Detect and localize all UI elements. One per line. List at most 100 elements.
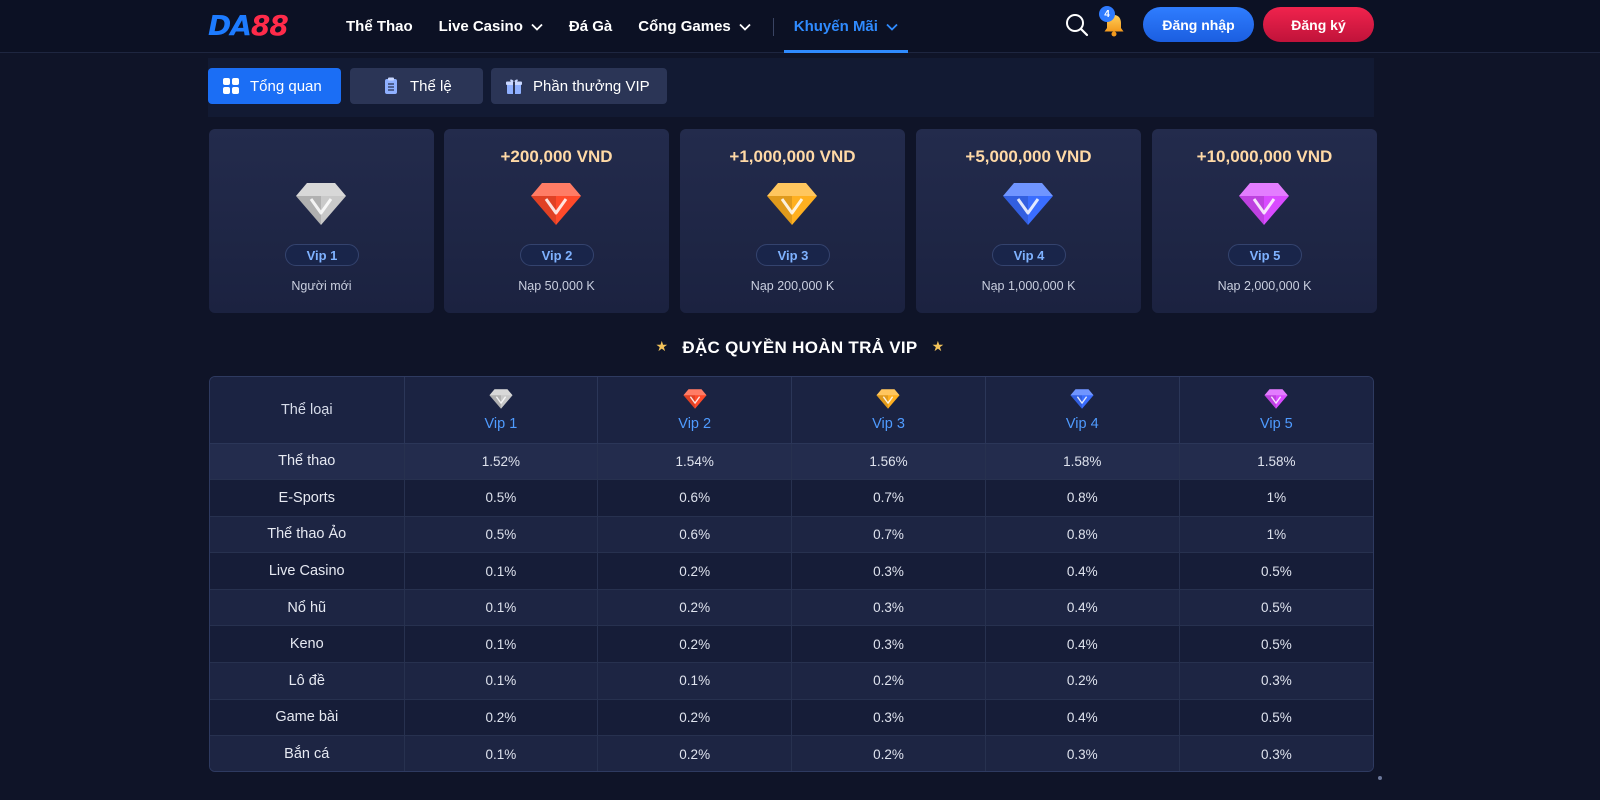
rebate-cell: 0.2% (597, 552, 793, 590)
vip-card[interactable]: +1,000,000 VND Vip 3 Nạp 200,000 K (680, 129, 905, 313)
vip-condition: Người mới (291, 279, 352, 293)
tab-the-le[interactable]: Thể lệ (350, 68, 483, 104)
star-icon: ★ (655, 338, 669, 354)
diamond-icon (530, 181, 582, 227)
nav-divider (772, 17, 774, 36)
rebate-cell: 0.4% (985, 625, 1180, 664)
rebate-cell: 0.4% (985, 552, 1180, 590)
rebate-cell: 1% (1179, 516, 1373, 554)
vip-level-badge: Vip 5 (1228, 244, 1302, 266)
diamond-icon (489, 388, 513, 416)
login-button[interactable]: Đăng nhập (1143, 7, 1254, 42)
top-navbar: DA88 Thể Thao Live Casino Đá Gà Cổng Gam… (0, 0, 1600, 53)
column-header-vip: Vip 1 (404, 377, 599, 444)
tab-tong-quan[interactable]: Tổng quan (208, 68, 341, 104)
rebate-cell: 1.54% (597, 443, 793, 481)
rebate-cell: 0.5% (1179, 589, 1373, 627)
nav-the-thao[interactable]: Thể Thao (346, 18, 413, 35)
vip-card[interactable]: +200,000 VND Vip 2 Nạp 50,000 K (444, 129, 669, 313)
rebate-cell: 0.2% (597, 625, 793, 664)
rebate-cell: 0.2% (597, 699, 793, 737)
rebate-cell: 0.2% (597, 735, 793, 771)
rebate-cell: 0.7% (791, 516, 986, 554)
table-row: Lô đề 0.1% 0.1% 0.2% 0.2% 0.3% (210, 662, 1373, 700)
table-row: Bắn cá 0.1% 0.2% 0.2% 0.3% 0.3% (210, 735, 1373, 771)
rebate-cell: 1.58% (1179, 443, 1373, 481)
vip-level-badge: Vip 1 (285, 244, 359, 266)
column-label: Vip 3 (872, 415, 905, 432)
vip-condition: Nạp 2,000,000 K (1217, 279, 1312, 293)
rebate-cell: 0.5% (404, 516, 599, 554)
nav-live-casino[interactable]: Live Casino (439, 0, 543, 53)
notification-badge: 4 (1099, 6, 1115, 22)
rebate-cell: 0.6% (597, 479, 793, 517)
rebate-cell: 0.4% (985, 699, 1180, 737)
clipboard-icon (385, 77, 397, 94)
rebate-cell: 0.1% (404, 735, 599, 771)
search-icon[interactable] (1064, 12, 1090, 38)
diamond-icon (683, 388, 707, 416)
rebate-cell: 0.3% (791, 625, 986, 664)
vip-reward: +10,000,000 VND (1196, 147, 1333, 166)
rebate-cell: 0.5% (1179, 699, 1373, 737)
rebate-cell: 0.5% (1179, 552, 1373, 590)
main-nav: Thể Thao Live Casino Đá Gà Cổng Games Kh… (346, 0, 934, 53)
column-header-vip: Vip 4 (985, 377, 1180, 444)
chevron-down-icon (739, 23, 751, 31)
nav-khuyen-mai[interactable]: Khuyến Mãi (783, 0, 909, 53)
rebate-cell: 1.56% (791, 443, 986, 481)
rebate-cell: 0.1% (404, 662, 599, 700)
table-row: E-Sports 0.5% 0.6% 0.7% 0.8% 1% (210, 479, 1373, 517)
rebate-cell: 0.1% (404, 552, 599, 590)
rebate-cell: 0.5% (404, 479, 599, 517)
category-cell: Bắn cá (210, 735, 405, 771)
nav-cong-games[interactable]: Cổng Games (638, 0, 751, 53)
chevron-down-icon (531, 23, 543, 31)
table-row: Nổ hũ 0.1% 0.2% 0.3% 0.4% 0.5% (210, 589, 1373, 627)
nav-da-ga[interactable]: Đá Gà (568, 18, 613, 35)
grid-icon (223, 78, 239, 94)
diamond-icon (1238, 181, 1290, 227)
column-label: Vip 2 (678, 415, 712, 432)
rebate-cell: 0.5% (1179, 625, 1373, 664)
rebate-cell: 0.3% (985, 735, 1180, 771)
diamond-icon (766, 181, 818, 227)
vip-card[interactable]: +5,000,000 VND Vip 4 Nạp 1,000,000 K (916, 129, 1141, 313)
rebate-cell: 0.4% (985, 589, 1180, 627)
rebate-cell: 1.52% (404, 443, 599, 481)
rebate-cell: 1% (1179, 479, 1373, 517)
rebate-cell: 0.1% (404, 589, 599, 627)
rebate-cell: 0.6% (597, 516, 793, 554)
column-header-vip: Vip 3 (791, 377, 986, 444)
vip-rebate-table: Thể loại Vip 1 Vip 2 Vip 3 Vip 4 Vip 5 Thể t… (209, 376, 1374, 772)
diamond-icon (1070, 388, 1094, 416)
category-cell: Lô đề (210, 662, 405, 700)
vip-tabs-panel: Tổng quan Thể lệ Phần thưởng VIP (208, 58, 1374, 117)
table-row: Game bài 0.2% 0.2% 0.3% 0.4% 0.5% (210, 699, 1373, 737)
table-row: Thể thao Ảo 0.5% 0.6% 0.7% 0.8% 1% (210, 516, 1373, 554)
table-row: Thể thao 1.52% 1.54% 1.56% 1.58% 1.58% (210, 443, 1373, 481)
diamond-icon (1264, 388, 1288, 416)
column-header-vip: Vip 2 (597, 377, 793, 444)
register-button[interactable]: Đăng ký (1263, 7, 1374, 42)
rebate-cell: 0.3% (791, 589, 986, 627)
tab-phan-thuong-vip[interactable]: Phần thưởng VIP (491, 68, 667, 104)
vip-reward: +200,000 VND (500, 147, 613, 166)
column-label: Vip 1 (484, 415, 518, 432)
rebate-cell: 0.2% (404, 699, 599, 737)
diamond-icon (876, 388, 901, 416)
da88-logo[interactable]: DA88 (208, 9, 289, 42)
rebate-cell: 0.2% (791, 662, 986, 700)
table-header-row: Thể loại Vip 1 Vip 2 Vip 3 Vip 4 Vip 5 (210, 377, 1373, 444)
rebate-cell: 0.3% (791, 699, 986, 737)
vip-card[interactable]: +10,000,000 VND Vip 5 Nạp 2,000,000 K (1152, 129, 1377, 313)
rebate-cell: 0.2% (985, 662, 1180, 700)
corner-header: Thể loại (210, 377, 405, 444)
gift-icon (506, 79, 522, 94)
chevron-down-icon (886, 23, 898, 31)
category-cell: E-Sports (210, 479, 405, 517)
vip-condition: Nạp 50,000 K (518, 279, 595, 293)
table-row: Keno 0.1% 0.2% 0.3% 0.4% 0.5% (210, 625, 1373, 664)
category-cell: Keno (210, 625, 405, 664)
vip-card[interactable]: Vip 1 Người mới (209, 129, 434, 313)
